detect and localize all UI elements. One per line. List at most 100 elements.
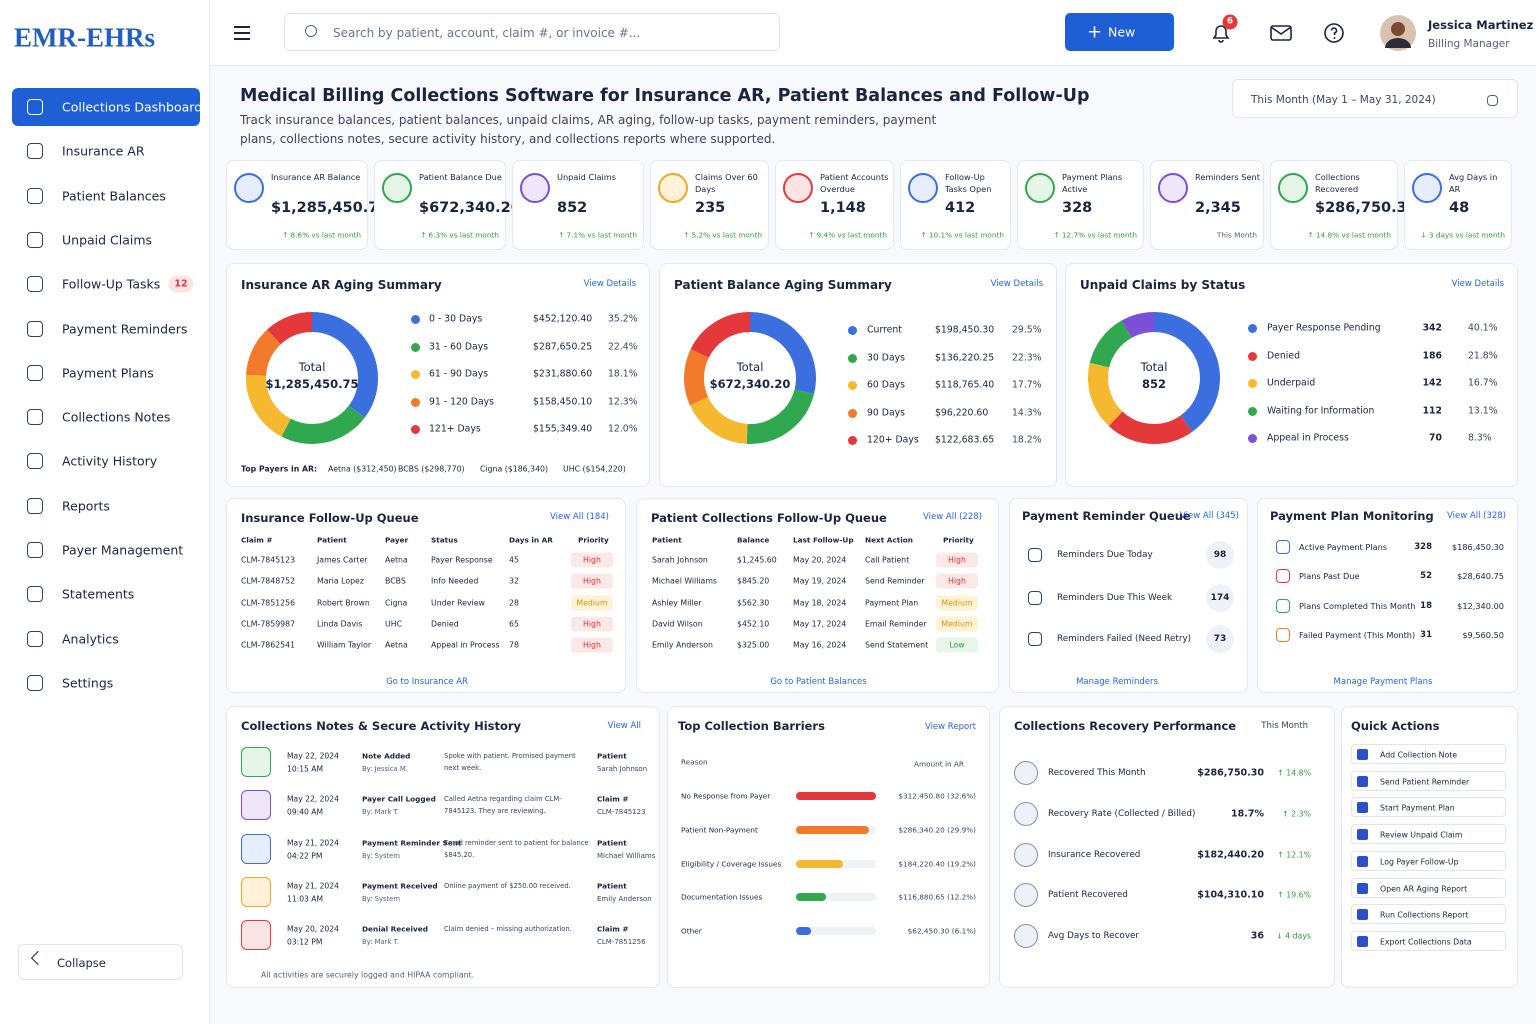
nav-badge: 12 <box>168 275 194 293</box>
bar <box>796 927 811 936</box>
collapse-button[interactable]: Collapse <box>18 944 183 980</box>
recovery-icon <box>1014 801 1038 826</box>
quick-action[interactable]: Send Patient Reminder <box>1351 770 1506 791</box>
bar <box>796 825 870 834</box>
icon <box>27 320 43 337</box>
card-link[interactable]: View All (345) <box>1180 511 1239 521</box>
quick-action[interactable]: Open AR Aging Report <box>1351 877 1506 898</box>
plan-amount: $186,450.30 <box>1451 542 1504 552</box>
table-cell: May 18, 2024 <box>793 598 847 608</box>
nav-item[interactable]: Payer Management <box>12 531 200 569</box>
icon <box>27 409 43 426</box>
card-footer-link[interactable]: Go to Insurance AR <box>386 677 468 687</box>
quick-action[interactable]: Start Payment Plan <box>1351 797 1506 818</box>
top-payer: Aetna ($312,450) <box>328 464 397 474</box>
nav-item[interactable]: Reports <box>12 487 200 525</box>
legend-label: 0 - 30 Days <box>429 313 483 325</box>
card-link[interactable]: View All (228) <box>923 512 982 522</box>
date-range[interactable]: This Month (May 1 – May 31, 2024) <box>1232 79 1518 118</box>
legend-amount: $287,650.25 <box>533 341 593 352</box>
card-link[interactable]: View Details <box>583 279 636 289</box>
activity-icon <box>241 747 271 777</box>
nav-item[interactable]: Insurance AR <box>12 132 200 170</box>
icon <box>1028 632 1042 646</box>
table-cell: Sarah Johnson <box>652 555 708 565</box>
nav-item[interactable]: Patient Balances <box>12 177 200 215</box>
quick-action[interactable]: Export Collections Data <box>1351 930 1506 951</box>
card-link[interactable]: View Report <box>924 722 976 732</box>
nav-item[interactable]: Analytics <box>12 620 200 658</box>
activity-detail: Email reminder sent to patient for balan… <box>444 838 589 859</box>
quick-action-label: Export Collections Data <box>1380 937 1472 947</box>
recovery-icon <box>1014 761 1038 785</box>
card-link[interactable]: View All <box>607 721 641 731</box>
legend-percent: 17.7% <box>1012 379 1042 391</box>
mail-icon[interactable] <box>1270 24 1292 42</box>
icon <box>27 99 43 115</box>
icon <box>908 173 938 203</box>
nav-item[interactable]: Collections Notes <box>12 398 200 436</box>
quick-action-label: Review Unpaid Claim <box>1380 830 1463 840</box>
legend-amount: $198,450.30 <box>935 324 995 336</box>
column-header: Status <box>431 535 458 545</box>
icon <box>1028 591 1042 605</box>
donut-center-label: Total <box>298 360 326 374</box>
column-header: Priority <box>578 535 609 545</box>
activity-icon <box>241 920 271 951</box>
nav-item[interactable]: Settings <box>12 664 200 702</box>
nav-item[interactable]: Follow-Up Tasks 12 <box>12 265 200 303</box>
help-icon[interactable] <box>1323 22 1345 44</box>
menu-icon[interactable] <box>233 25 251 41</box>
legend-label: 30 Days <box>867 352 905 363</box>
quick-action-icon <box>1357 909 1368 921</box>
card-link[interactable]: View All (184) <box>550 512 609 522</box>
activity-date: May 21, 2024 <box>287 881 339 891</box>
barrier-label: Eligibility / Coverage Issues <box>681 859 782 869</box>
aging-card: Insurance AR Aging Summary View Details To… <box>226 263 650 487</box>
kpi-value: 2,345 <box>1195 200 1241 216</box>
icon <box>1028 548 1042 562</box>
percent: (32.6%) <box>947 791 976 801</box>
collapse-arrow <box>30 950 46 966</box>
card-footer-link[interactable]: Go to Patient Balances <box>770 677 867 687</box>
column-header: Amount in AR <box>913 759 964 769</box>
activity-by: By: System <box>362 894 400 903</box>
recovery-delta: ↑ 19.6% <box>1277 890 1311 900</box>
amount: $184,220.40 <box>898 859 945 869</box>
card-link[interactable]: View Details <box>1451 279 1504 289</box>
card-footer-link[interactable]: Manage Payment Plans <box>1333 677 1433 687</box>
nav-item[interactable]: Collections Dashboard <box>12 88 202 126</box>
activity-detail: Spoke with patient. Promised payment nex… <box>444 752 576 772</box>
new-button[interactable]: + New <box>1065 13 1174 51</box>
legend-percent: 16.7% <box>1468 377 1498 389</box>
nav-item[interactable]: Unpaid Claims <box>12 221 200 259</box>
bell-icon[interactable] <box>1210 22 1232 44</box>
nav-item[interactable]: Activity History <box>12 442 200 480</box>
icon <box>1278 173 1308 203</box>
table-cell: Call Patient <box>865 555 910 565</box>
quick-action-icon <box>1357 935 1368 947</box>
activity-by: By: Mark T. <box>362 808 400 817</box>
card-link[interactable]: View All (328) <box>1447 511 1506 521</box>
footer-label: Top Payers in AR: <box>241 464 318 474</box>
quick-action[interactable]: Add Collection Note <box>1351 744 1506 764</box>
activity-detail: Online payment of $250.00 received. <box>444 881 571 890</box>
nav-item[interactable]: Payment Reminders <box>12 310 200 348</box>
avatar[interactable] <box>1379 14 1417 52</box>
legend-count: 142 <box>1422 377 1442 389</box>
quick-action[interactable]: Review Unpaid Claim <box>1351 824 1506 845</box>
nav-item[interactable]: Statements <box>12 575 200 613</box>
quick-action[interactable]: Run Collections Report <box>1351 904 1506 925</box>
page-title: Medical Billing Collections Software for… <box>240 86 1090 106</box>
nav-item[interactable]: Payment Plans <box>12 354 200 392</box>
donut-center-label: Total <box>736 360 764 374</box>
quick-action[interactable]: Log Payer Follow-Up <box>1351 850 1506 871</box>
sidebar <box>0 0 210 1024</box>
activity-date: May 21, 2024 <box>287 838 339 848</box>
search-box[interactable]: Search by patient, account, claim #, or … <box>284 13 780 51</box>
card-footer-link[interactable]: Manage Reminders <box>1076 677 1158 687</box>
card-link[interactable]: View Details <box>990 279 1043 289</box>
icon <box>1276 569 1290 584</box>
legend-label: Denied <box>1267 350 1300 361</box>
table-cell: $845.20 <box>737 576 770 586</box>
